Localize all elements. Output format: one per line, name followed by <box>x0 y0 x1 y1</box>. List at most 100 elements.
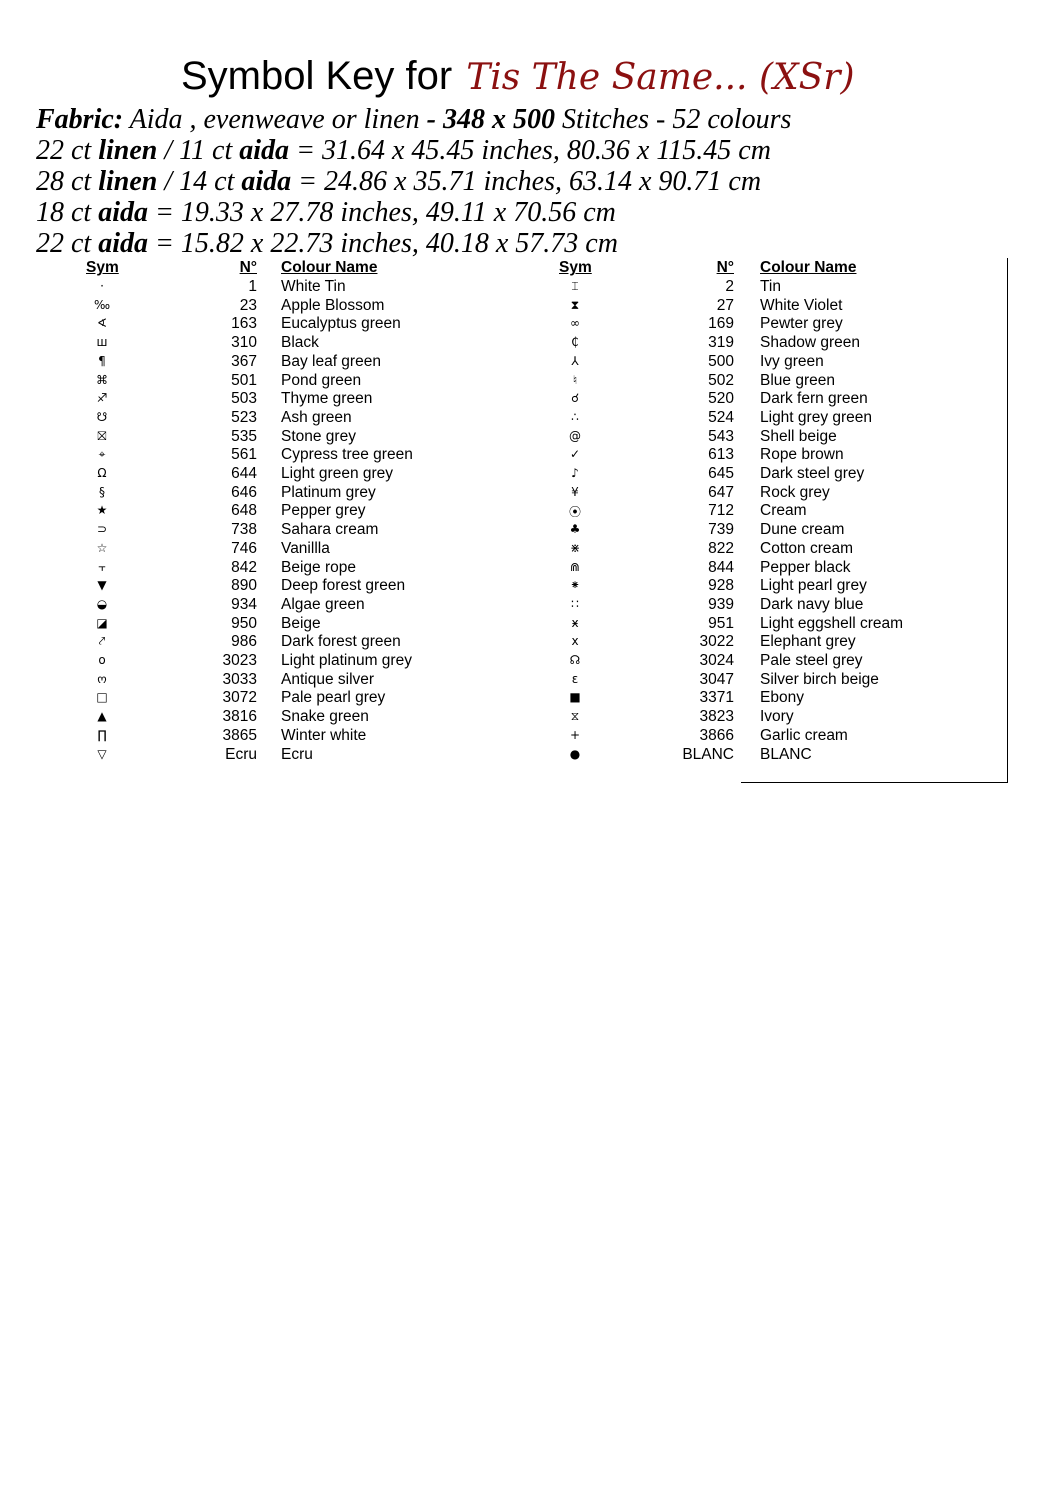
colour-number: 934 <box>231 595 257 613</box>
symbol-icon: ▲ <box>97 709 107 724</box>
colour-number: Ecru <box>225 745 257 763</box>
colour-number: 644 <box>231 465 257 482</box>
header-sym: Sym <box>559 259 592 276</box>
size-text: aida <box>98 228 148 259</box>
colour-number: 561 <box>231 446 257 464</box>
symbol-icon: ⊃ <box>96 522 108 537</box>
symbol-icon: ¥ <box>571 484 579 499</box>
page-title: Symbol Key for Tis The Same... (XSr) <box>181 54 855 99</box>
colour-name: Ash green <box>281 408 352 426</box>
symbol-icon: ‰ <box>93 297 111 312</box>
colour-number: 646 <box>231 483 257 501</box>
symbol-icon: ∞ <box>570 316 580 331</box>
colour-name: Pepper grey <box>281 502 366 520</box>
colour-number: 2 <box>725 278 734 295</box>
symbol-icon: ო <box>97 671 107 686</box>
colour-name: Light grey green <box>760 408 873 426</box>
header-number: N° <box>239 259 257 276</box>
symbol-icon: ⁕ <box>569 578 581 593</box>
colour-number: 645 <box>708 465 734 482</box>
table-border-bottom <box>741 782 1008 783</box>
colour-name: Snake green <box>281 708 369 726</box>
colour-number: 3023 <box>222 652 257 669</box>
symbol-icon: + <box>569 727 581 742</box>
symbol-icon: ♮ <box>572 372 578 387</box>
colour-name: Cream <box>760 502 807 520</box>
colour-name: Antique silver <box>281 670 375 688</box>
colour-number: 3816 <box>222 708 257 726</box>
colour-name: Vanillla <box>281 539 330 557</box>
size-line: 28 ct linen / 14 ct aida = 24.86 x 35.71… <box>36 166 761 198</box>
colour-name: Dark steel grey <box>760 465 865 482</box>
symbol-icon: ● <box>569 746 581 761</box>
size-text: aida <box>239 135 290 166</box>
symbol-icon: ⤤ <box>98 634 106 649</box>
colour-name: Tin <box>760 278 781 295</box>
symbol-icon: ₵ <box>571 335 579 350</box>
colour-number: 951 <box>708 614 734 632</box>
colour-name: Stone grey <box>281 427 356 445</box>
colour-name: Light platinum grey <box>281 652 412 669</box>
size-text: = 24.86 x 35.71 inches, 63.14 x 90.71 cm <box>291 166 762 197</box>
colour-number: 367 <box>231 352 257 370</box>
symbol-icon: ✓ <box>569 447 581 462</box>
size-text: linen <box>98 135 158 166</box>
colour-name: Elephant grey <box>760 633 856 651</box>
header-number: N° <box>716 259 734 276</box>
colour-name: Beige <box>281 614 321 632</box>
symbol-icon: ⌖ <box>98 447 106 462</box>
symbol-icon: § <box>99 484 105 499</box>
colour-number: 939 <box>708 595 734 613</box>
colour-number: 1 <box>248 278 257 295</box>
colour-number: 310 <box>231 334 257 352</box>
symbol-icon: ⋒ <box>569 559 581 574</box>
size-text: = 15.82 x 22.73 inches, 40.18 x 57.73 cm <box>148 228 618 259</box>
colour-name: Light pearl grey <box>760 577 867 595</box>
colour-name: Dune cream <box>760 521 845 539</box>
symbol-icon: ∏ <box>97 727 107 742</box>
header-colour-name: Colour Name <box>281 259 378 276</box>
symbol-icon: ɛ <box>571 671 579 686</box>
symbol-icon: ◒ <box>96 596 108 611</box>
fabric-rest: Stitches - 52 colours <box>554 104 792 135</box>
size-line: 18 ct aida = 19.33 x 27.78 inches, 49.11… <box>36 197 616 229</box>
colour-name: Black <box>281 334 319 352</box>
colour-number: 169 <box>708 315 734 333</box>
colour-name: Dark fern green <box>760 390 868 408</box>
fabric-line: Fabric: Aida , evenweave or linen - 348 … <box>36 104 791 136</box>
colour-name: Dark forest green <box>281 633 401 651</box>
size-text: aida <box>241 166 292 197</box>
colour-name: Light green grey <box>281 465 394 482</box>
colour-number: 738 <box>231 521 257 539</box>
colour-number: 520 <box>708 390 734 408</box>
colour-number: 523 <box>231 408 257 426</box>
colour-number: 503 <box>231 390 257 408</box>
symbol-icon: ☊ <box>569 653 581 667</box>
colour-name: Cotton cream <box>760 539 854 557</box>
colour-number: 501 <box>231 371 257 389</box>
size-text: aida <box>98 197 148 228</box>
colour-number: 502 <box>708 371 734 389</box>
colour-number: 648 <box>231 502 257 520</box>
symbol-icon: ⦿ <box>568 505 581 520</box>
colour-name: Pepper black <box>760 558 851 576</box>
symbol-icon: ⅄ <box>571 353 579 368</box>
symbol-icon: ◪ <box>96 615 108 630</box>
colour-name: Beige rope <box>281 558 356 576</box>
header-sym: Sym <box>86 259 119 276</box>
colour-name: Blue green <box>760 371 835 389</box>
symbol-icon: x <box>571 634 579 649</box>
symbol-icon: ★ <box>96 503 108 518</box>
colour-name: Dark navy blue <box>760 595 864 613</box>
colour-name: Eucalyptus green <box>281 315 401 333</box>
colour-number: 319 <box>708 334 734 352</box>
colour-name: Ivy green <box>760 352 824 370</box>
colour-number: 712 <box>708 502 734 520</box>
symbol-icon: · <box>100 279 104 293</box>
colour-number: 3072 <box>222 689 257 707</box>
symbol-icon: ӿ <box>571 615 579 630</box>
colour-name: Silver birch beige <box>760 670 879 688</box>
colour-number: 500 <box>708 352 734 370</box>
size-text: 28 ct <box>36 166 99 197</box>
